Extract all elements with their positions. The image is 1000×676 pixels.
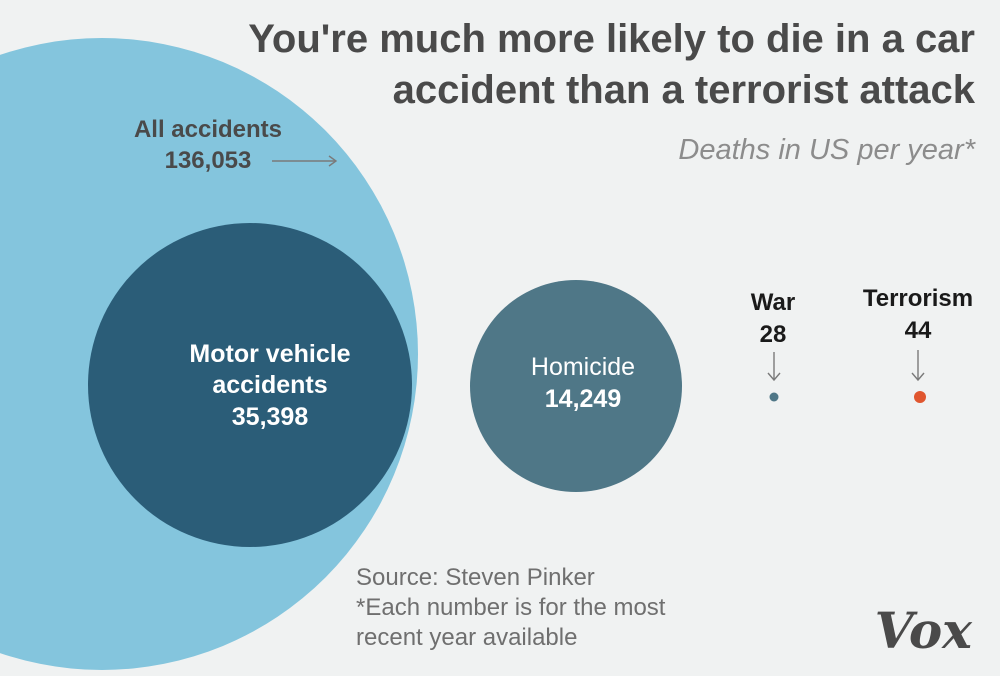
- label-all-accidents-name: All accidents: [134, 116, 282, 143]
- label-homicide-name: Homicide: [531, 353, 635, 381]
- arrow-down-icon: [911, 350, 925, 382]
- arrow-right-icon: [272, 155, 338, 167]
- footnote-line-2: recent year available: [356, 624, 577, 651]
- chart-title-line-1: You're much more likely to die in a car: [248, 17, 975, 61]
- label-motor-vehicle-name-line-1: Motor vehicle: [189, 340, 350, 368]
- bubble-terrorism: [914, 391, 926, 403]
- label-terrorism-value: 44: [905, 317, 932, 344]
- label-war-value: 28: [760, 321, 787, 348]
- bubble-homicide: [470, 280, 682, 492]
- footnote-line-1: *Each number is for the most: [356, 594, 666, 621]
- chart-subtitle: Deaths in US per year*: [678, 134, 976, 166]
- vox-logo: Vox: [875, 601, 974, 660]
- label-all-accidents-value: 136,053: [165, 147, 252, 174]
- label-war-name: War: [751, 289, 795, 316]
- bubble-motor-vehicle-accidents: [88, 223, 412, 547]
- arrow-down-icon: [767, 352, 781, 382]
- source-note: Source: Steven Pinker: [356, 564, 595, 591]
- label-motor-vehicle-value: 35,398: [232, 403, 309, 431]
- label-motor-vehicle-name-line-2: accidents: [212, 371, 327, 399]
- label-homicide-value: 14,249: [545, 385, 621, 413]
- chart-title-line-2: accident than a terrorist attack: [393, 68, 976, 112]
- bubble-war: [769, 392, 779, 402]
- label-terrorism-name: Terrorism: [863, 285, 973, 312]
